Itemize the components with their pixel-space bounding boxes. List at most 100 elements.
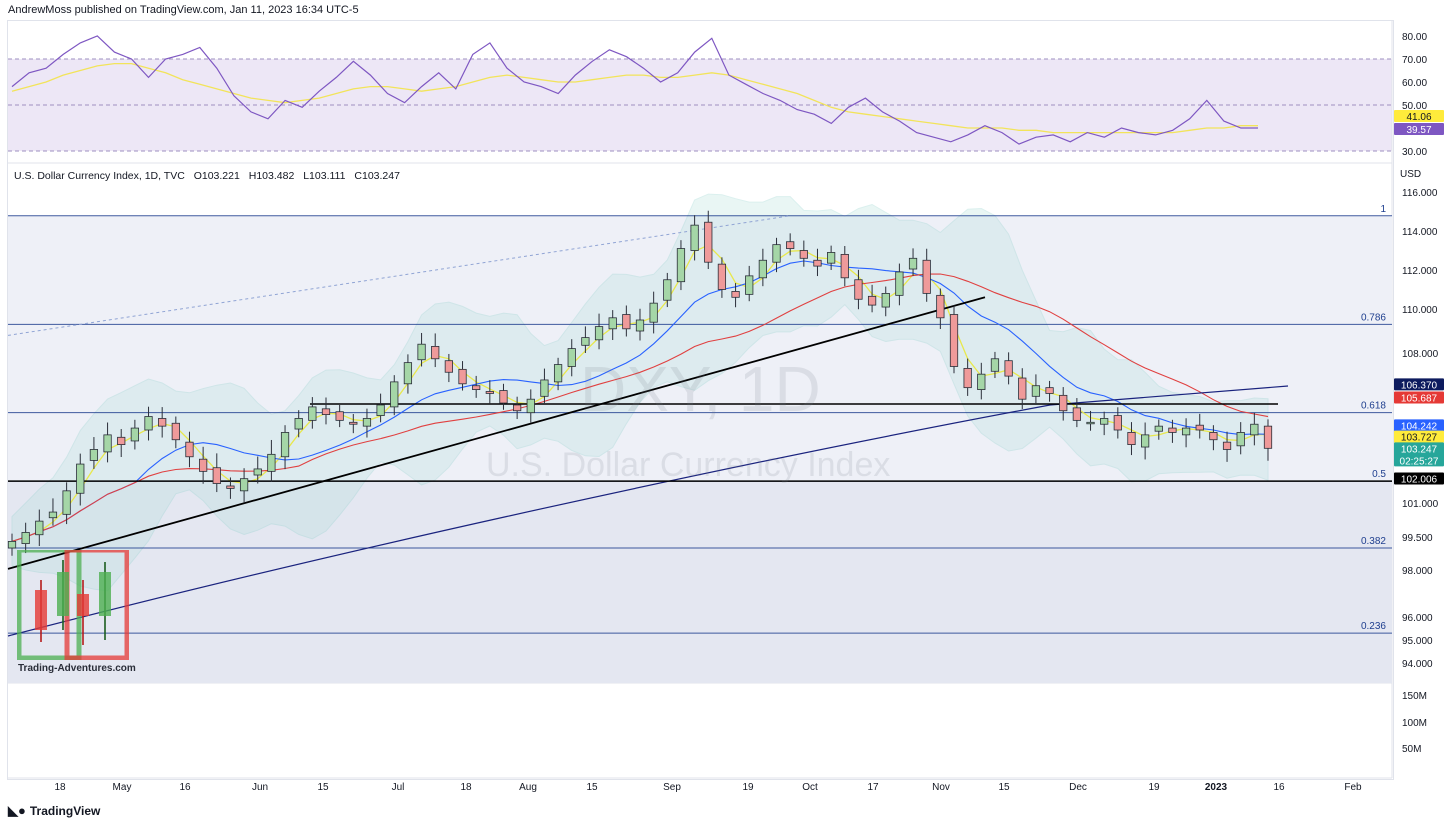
candle-body [226,485,235,489]
candle-body [895,271,904,296]
price-tags: 41.0639.57106.370105.687104.242103.72710… [1394,110,1444,486]
price-tag: 102.006 [1401,475,1438,486]
time-tick-label: 19 [1148,782,1160,793]
candle-body [280,432,290,458]
rsi-tick-label: 70.00 [1402,55,1427,66]
candle-body [485,391,494,394]
candle-body [827,252,836,264]
price-tag: 106.370 [1401,380,1438,391]
candle-body [499,390,508,404]
candle-body [690,224,699,251]
candles [7,210,1273,556]
trading-adventures-text: Trading-Adventures.com [18,663,136,674]
candle-body [854,279,863,300]
candle-body [308,406,317,421]
candle-body [171,422,180,441]
price-tick-label: 114.000 [1402,227,1438,238]
time-tick-label: 16 [1273,782,1285,793]
time-tick-label: 16 [179,782,191,793]
candle-body [444,360,453,373]
rsi-lines [11,35,1258,145]
candle-body [949,314,959,367]
candle-body [431,345,440,360]
candle-body [390,381,399,408]
candle-body [1004,360,1013,377]
candle-body [867,295,877,306]
tradingview-footer-text: TradingView [29,804,101,818]
time-tick-label: Nov [932,782,950,793]
candle-body [1209,432,1218,441]
publisher-caption: AndrewMoss published on TradingView.com,… [8,4,359,16]
candle-body [635,319,645,332]
candle-body [567,348,576,367]
price-tick-label: 108.000 [1402,349,1439,360]
candle-body [908,257,918,270]
candle-body [1250,423,1259,436]
trading-adventures-logo: Trading-Adventures.com [16,547,136,674]
candle-body [581,337,590,346]
symbol-legend[interactable]: U.S. Dollar Currency Index, 1D, TVC O103… [14,170,406,182]
candle-body [745,275,754,295]
rsi-ma-tag: 41.06 [1406,112,1431,123]
candle-body [1031,385,1041,397]
price-tick-label: 116.000 [1402,188,1438,199]
candle-body [553,364,563,383]
candle-body [963,367,972,389]
candle-body [1127,432,1136,445]
time-tick-label: Jul [392,782,405,793]
price-tag-countdown: 02:25:27 [1400,456,1439,467]
time-tick-label: 15 [586,782,598,793]
legend-open: O103.221 [193,170,240,182]
price-unit-label: USD [1400,169,1421,180]
candle-body [103,434,112,453]
candle-body [786,241,795,249]
rsi-tick-label: 50.00 [1402,101,1427,112]
price-tick-label: 95.000 [1402,636,1433,647]
candle-body [321,408,331,416]
fib-label: 0.236 [1361,621,1386,632]
candle-body [21,532,30,545]
uptrend-line [7,296,986,570]
time-tick-label: Oct [802,782,818,793]
candle-body [89,449,99,461]
candle-body [1045,387,1054,394]
price-tag: 103.727 [1401,433,1438,444]
time-tick-label: May [113,782,132,793]
candle-body [1113,415,1122,431]
candle-body [267,453,276,472]
candle-body [1263,425,1273,449]
candle-body [362,418,372,427]
fib-label: 1 [1380,204,1386,215]
legend-low: L103.111 [303,170,346,182]
trendlines [7,296,1392,570]
candle-body [1072,407,1081,421]
ma-mid-line [11,260,1269,542]
candle-body [1154,425,1163,432]
candle-body [130,427,139,442]
time-tick-label: Aug [519,782,537,793]
time-tick-label: Jun [252,782,268,793]
main-pane-fib-zones [8,215,1392,684]
candle-body [117,436,126,445]
fib-label: 0.5 [1372,469,1386,480]
candle-body [1236,432,1245,447]
price-tick-label: 99.500 [1402,533,1433,544]
candle-body [1168,427,1177,433]
candle-body [622,314,631,330]
volume-tick-label: 100M [1402,718,1427,729]
legend-high: H103.482 [248,170,295,182]
candle-body [772,244,781,263]
candle-body [1100,418,1109,425]
tradingview-footer[interactable]: ◣● TradingView [8,803,100,819]
fib-label: 0.786 [1361,312,1386,323]
legend-close: C103.247 [354,170,400,182]
candle-body [1222,441,1232,450]
price-tag-bg [1394,419,1444,432]
watermark-name: U.S. Dollar Currency Index [486,446,891,484]
rsi-value-tag-bg [1394,123,1444,135]
candle-body [881,292,890,308]
fib-label: 0.618 [1361,401,1386,412]
candle-body [704,221,713,263]
tradingview-logo-icon: ◣● [8,803,26,818]
